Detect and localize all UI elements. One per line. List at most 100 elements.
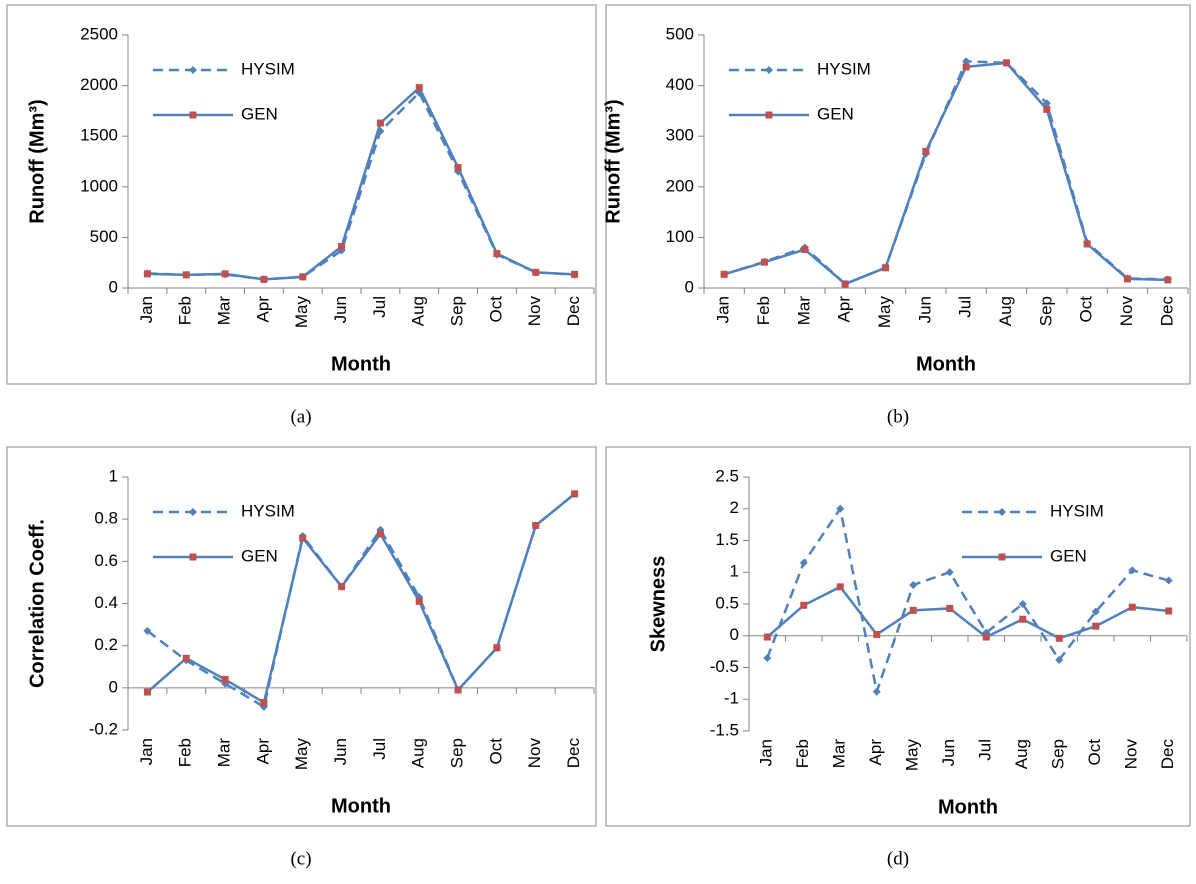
legend-marker: [189, 553, 197, 561]
marker: [143, 626, 152, 635]
series-line: [723, 61, 1168, 286]
y-tick-label: 1.5: [715, 530, 739, 549]
legend-label: GEN: [1050, 546, 1087, 565]
x-axis-title: Month: [331, 353, 391, 375]
y-tick-label: 300: [666, 126, 694, 145]
marker: [182, 654, 190, 662]
legend-label: GEN: [817, 104, 854, 123]
marker: [338, 243, 346, 251]
x-axis-title: Month: [916, 353, 976, 375]
x-tick-label: Dec: [1158, 739, 1177, 770]
marker: [1018, 600, 1027, 608]
panel-border: [605, 4, 1191, 385]
marker: [532, 521, 540, 529]
legend-marker: [189, 111, 197, 119]
marker: [962, 57, 971, 66]
marker: [260, 275, 268, 283]
legend-marker: [765, 111, 773, 119]
x-tick-label: Jun: [331, 296, 350, 323]
x-tick-label: Oct: [486, 738, 505, 765]
series-line: [723, 60, 1168, 286]
x-tick-label: May: [292, 296, 311, 329]
x-tick-label: Feb: [793, 739, 812, 768]
x-tick-label: Nov: [1117, 296, 1136, 327]
marker: [571, 270, 579, 278]
marker: [532, 268, 540, 276]
x-tick-label: Oct: [486, 296, 505, 323]
x-tick-label: Sep: [1036, 296, 1055, 326]
x-tick-label: May: [903, 739, 922, 772]
caption: (a): [290, 406, 311, 427]
series-line: [147, 85, 575, 281]
marker: [415, 84, 423, 92]
y-tick-label: 500: [666, 24, 694, 43]
legend-label: GEN: [241, 546, 278, 565]
x-tick-label: Jul: [976, 739, 995, 761]
x-tick-label: Jan: [714, 296, 733, 323]
y-tick-label: 500: [90, 227, 118, 246]
x-tick-label: Sep: [448, 296, 467, 326]
x-axis-title: Month: [331, 795, 391, 817]
x-tick-label: Oct: [1077, 296, 1096, 323]
series-line: [766, 505, 1170, 697]
x-tick-label: Mar: [215, 738, 234, 768]
x-tick-label: Jul: [370, 738, 389, 760]
caption: (d): [887, 848, 909, 869]
y-tick-label: 0.8: [94, 509, 118, 528]
marker: [415, 597, 423, 605]
x-tick-label: Apr: [835, 296, 854, 323]
y-tick-label: 2.5: [715, 466, 739, 485]
marker: [221, 270, 229, 278]
marker: [761, 258, 768, 266]
marker: [836, 504, 845, 513]
x-tick-label: Apr: [253, 738, 272, 765]
x-tick-label: Mar: [215, 296, 234, 326]
panel-border: [6, 446, 597, 827]
marker: [221, 675, 229, 683]
y-tick-label: 100: [666, 227, 694, 246]
marker: [143, 688, 151, 696]
x-tick-label: Dec: [1157, 296, 1176, 327]
marker: [882, 264, 889, 272]
y-tick-label: 0: [730, 625, 739, 644]
marker: [376, 119, 384, 127]
marker: [763, 653, 772, 662]
y-axis-title: Correlation Coeff.: [26, 519, 48, 688]
x-tick-label: Sep: [448, 738, 467, 768]
y-tick-label: -0.2: [89, 719, 118, 738]
y-tick-label: 0.5: [715, 593, 739, 612]
legend-marker: [765, 66, 773, 74]
marker: [909, 606, 917, 614]
x-tick-label: Jul: [370, 296, 389, 318]
x-tick-label: May: [292, 738, 311, 771]
legend-label: GEN: [241, 104, 278, 123]
x-tick-label: Dec: [564, 738, 583, 769]
marker: [982, 633, 990, 641]
y-tick-label: 1: [109, 466, 118, 485]
y-tick-label: 1: [730, 562, 739, 581]
x-tick-label: Feb: [754, 296, 773, 325]
x-tick-label: May: [875, 296, 894, 329]
marker: [493, 644, 501, 652]
y-tick-label: 400: [666, 75, 694, 94]
x-tick-label: Apr: [866, 739, 885, 766]
y-tick-label: 0: [109, 677, 118, 696]
x-tick-label: Feb: [176, 738, 195, 767]
y-tick-label: 0.6: [94, 551, 118, 570]
x-tick-label: Feb: [176, 296, 195, 325]
legend-marker: [189, 508, 197, 516]
marker: [299, 534, 307, 542]
marker: [1083, 240, 1091, 248]
x-tick-label: Aug: [409, 738, 428, 768]
x-tick-label: Jul: [956, 296, 975, 318]
marker: [299, 273, 307, 281]
marker: [763, 633, 771, 641]
panel-border: [605, 446, 1191, 827]
series-line: [146, 492, 576, 709]
marker: [1055, 634, 1063, 642]
marker: [1055, 655, 1064, 664]
marker: [1003, 59, 1010, 67]
marker: [945, 568, 954, 577]
marker: [1043, 105, 1051, 113]
